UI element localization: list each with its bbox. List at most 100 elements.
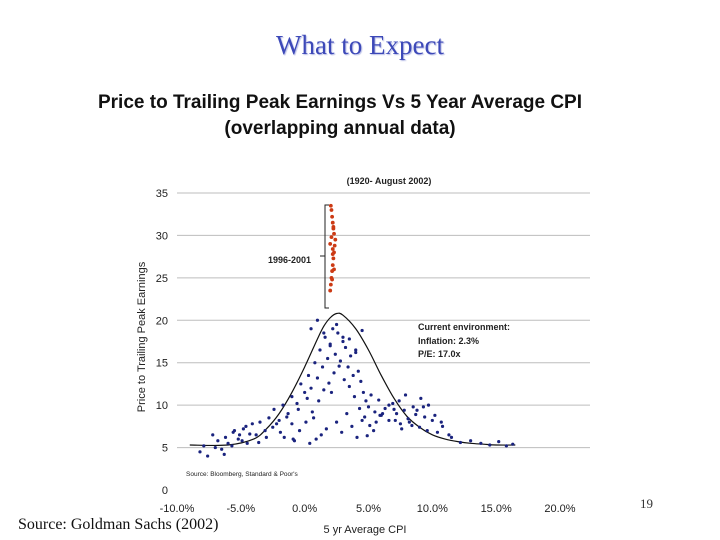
data-point-1920-1995: [313, 361, 317, 365]
data-point-1920-1995: [297, 429, 302, 433]
fitted-curve: [189, 312, 516, 447]
data-point-1920-1995: [310, 410, 314, 414]
data-point-1920-1995: [328, 342, 332, 346]
y-tick-label: 35: [156, 188, 168, 200]
data-point-1920-1995: [257, 440, 261, 445]
y-axis-label: Price to Trailing Peak Earnings: [136, 261, 148, 412]
data-point-1920-1995: [402, 408, 406, 412]
data-point-1920-1995: [430, 418, 434, 423]
data-point-1920-1995: [306, 373, 311, 378]
data-point-1996-2001: [328, 282, 333, 287]
data-point-1920-1995: [309, 386, 313, 390]
data-point-1920-1995: [240, 439, 244, 443]
data-point-1920-1995: [354, 348, 358, 352]
data-point-1920-1995: [449, 435, 454, 439]
data-point-1920-1995: [244, 424, 248, 428]
data-point-1920-1995: [326, 356, 330, 361]
period-annotation: 1996-2001: [268, 255, 311, 265]
data-point-1920-1995: [361, 390, 365, 395]
chart-title-line1: Price to Trailing Peak Earnings Vs 5 Yea…: [97, 92, 583, 113]
data-point-1996-2001: [328, 203, 333, 208]
y-tick-label: 20: [156, 315, 168, 327]
data-point-1920-1995: [373, 410, 377, 414]
data-point-1996-2001: [329, 208, 334, 212]
data-point-1920-1995: [403, 393, 408, 397]
data-point-1920-1995: [359, 379, 363, 383]
data-point-1920-1995: [333, 352, 337, 356]
data-point-1920-1995: [334, 420, 339, 424]
data-point-1920-1995: [360, 328, 364, 333]
data-point-1920-1995: [511, 442, 515, 446]
data-point-1920-1995: [320, 365, 325, 369]
data-point-1920-1995: [309, 327, 313, 331]
x-tick-label: 15.0%: [481, 503, 512, 515]
data-point-1920-1995: [211, 433, 215, 437]
data-point-1920-1995: [378, 413, 382, 417]
data-point-1920-1995: [206, 454, 210, 458]
data-point-1920-1995: [374, 420, 378, 424]
data-point-1920-1995: [317, 399, 321, 403]
data-point-1920-1995: [216, 439, 220, 443]
data-point-1920-1995: [250, 422, 254, 426]
data-point-1920-1995: [254, 433, 258, 437]
data-point-1920-1995: [440, 424, 445, 428]
data-point-1920-1995: [332, 371, 336, 375]
data-point-1996-2001: [332, 267, 336, 272]
grid-lines: [177, 192, 590, 449]
data-point-1920-1995: [393, 418, 397, 423]
data-point-1920-1995: [398, 422, 403, 426]
data-point-1920-1995: [372, 429, 376, 433]
data-point-1920-1995: [347, 337, 351, 341]
data-point-1920-1995: [303, 390, 307, 395]
data-point-1920-1995: [363, 415, 367, 419]
fitted-curve-layer: [189, 312, 516, 447]
data-point-1920-1995: [497, 440, 501, 444]
slide-title: What to Expect: [276, 30, 444, 60]
data-point-1920-1995: [286, 412, 290, 416]
data-point-1920-1995: [213, 445, 217, 450]
data-point-1920-1995: [271, 425, 275, 429]
data-point-1920-1995: [299, 382, 303, 386]
data-point-1920-1995: [479, 441, 483, 445]
data-point-1920-1995: [290, 422, 294, 426]
data-point-1920-1995: [345, 412, 349, 416]
data-point-1920-1995: [285, 415, 289, 419]
data-point-1920-1995: [407, 420, 411, 424]
data-point-1920-1995: [391, 401, 395, 406]
data-point-1920-1995: [397, 399, 401, 403]
data-point-1920-1995: [415, 408, 419, 412]
data-point-1996-2001: [330, 252, 335, 256]
data-point-1920-1995: [331, 327, 335, 331]
data-point-1920-1995: [324, 427, 328, 431]
data-point-1920-1995: [223, 435, 228, 439]
y-tick-label: 5: [162, 443, 168, 455]
data-point-1920-1995: [263, 429, 267, 433]
data-point-1996-2001: [330, 220, 335, 225]
data-point-1996-2001: [328, 288, 333, 293]
data-point-1920-1995: [369, 393, 373, 397]
data-point-1920-1995: [241, 427, 245, 431]
data-point-1920-1995: [447, 433, 451, 437]
data-point-1920-1995: [400, 427, 404, 431]
data-point-1920-1995: [380, 412, 385, 416]
data-point-1920-1995: [417, 425, 422, 429]
data-point-1920-1995: [230, 444, 234, 448]
data-point-1920-1995: [226, 441, 230, 445]
data-point-1920-1995: [304, 420, 308, 424]
data-point-1920-1995: [351, 373, 355, 378]
y-tick-label: 10: [156, 400, 168, 412]
data-point-1996-2001: [332, 243, 337, 248]
data-point-1920-1995: [277, 418, 281, 423]
data-point-1920-1995: [349, 354, 353, 358]
data-point-1920-1995: [387, 418, 391, 423]
current-env-heading: Current environment:: [418, 322, 510, 332]
data-point-1996-2001: [328, 242, 333, 246]
data-point-1920-1995: [322, 331, 326, 335]
data-point-1920-1995: [394, 412, 399, 416]
data-point-1920-1995: [406, 417, 410, 421]
data-point-1920-1995: [365, 434, 369, 438]
data-point-1920-1995: [220, 447, 224, 451]
chart-title-line2: (overlapping annual data): [224, 118, 456, 139]
data-point-1920-1995: [336, 331, 340, 335]
